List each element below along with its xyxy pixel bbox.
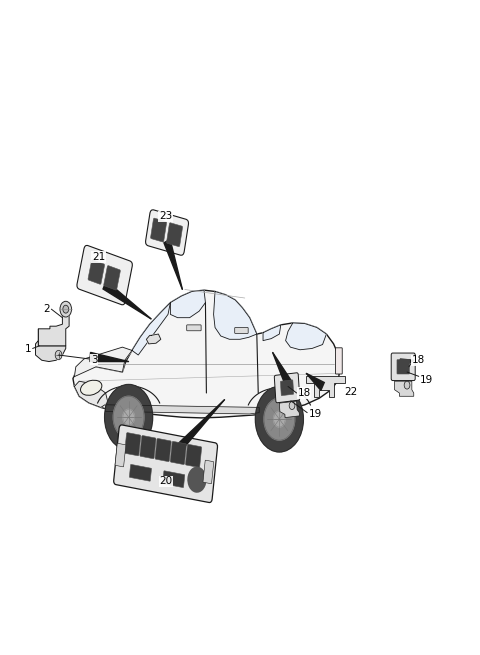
- Polygon shape: [90, 352, 129, 362]
- FancyBboxPatch shape: [185, 444, 202, 468]
- Polygon shape: [36, 329, 66, 362]
- Circle shape: [264, 398, 295, 440]
- Text: 3: 3: [91, 354, 97, 365]
- Text: 1: 1: [24, 344, 31, 354]
- FancyBboxPatch shape: [125, 432, 141, 456]
- Polygon shape: [170, 290, 205, 318]
- FancyBboxPatch shape: [336, 348, 342, 374]
- FancyBboxPatch shape: [145, 210, 189, 255]
- Polygon shape: [263, 325, 281, 341]
- Circle shape: [55, 350, 62, 360]
- Circle shape: [63, 305, 69, 313]
- FancyBboxPatch shape: [77, 246, 132, 305]
- FancyBboxPatch shape: [140, 436, 156, 458]
- FancyBboxPatch shape: [167, 223, 182, 247]
- Polygon shape: [273, 352, 291, 385]
- Polygon shape: [306, 376, 345, 397]
- FancyBboxPatch shape: [155, 438, 171, 462]
- FancyBboxPatch shape: [397, 360, 409, 374]
- Circle shape: [60, 301, 72, 317]
- Text: 23: 23: [159, 212, 172, 221]
- Polygon shape: [132, 303, 170, 355]
- Circle shape: [113, 396, 144, 438]
- Text: 18: 18: [411, 355, 425, 365]
- FancyBboxPatch shape: [187, 325, 201, 331]
- FancyBboxPatch shape: [130, 464, 152, 481]
- Polygon shape: [74, 381, 108, 407]
- FancyBboxPatch shape: [163, 471, 185, 487]
- FancyBboxPatch shape: [203, 460, 214, 483]
- Polygon shape: [306, 373, 324, 390]
- FancyBboxPatch shape: [170, 441, 186, 464]
- Text: 2: 2: [43, 303, 50, 314]
- FancyBboxPatch shape: [88, 260, 105, 284]
- Ellipse shape: [81, 380, 102, 396]
- FancyBboxPatch shape: [151, 218, 167, 242]
- Circle shape: [255, 386, 303, 452]
- Text: 21: 21: [92, 252, 105, 262]
- Polygon shape: [106, 405, 259, 414]
- Polygon shape: [164, 239, 182, 290]
- Text: 18: 18: [298, 388, 311, 398]
- Text: 19: 19: [309, 409, 322, 419]
- Polygon shape: [74, 347, 132, 377]
- Polygon shape: [146, 334, 161, 344]
- Polygon shape: [38, 314, 69, 346]
- Circle shape: [289, 402, 295, 409]
- Polygon shape: [286, 323, 326, 350]
- Polygon shape: [214, 291, 257, 339]
- FancyBboxPatch shape: [114, 425, 217, 502]
- Polygon shape: [400, 359, 414, 368]
- Polygon shape: [395, 381, 414, 396]
- Polygon shape: [279, 401, 300, 418]
- Polygon shape: [173, 400, 225, 456]
- Text: 22: 22: [345, 386, 358, 397]
- Polygon shape: [73, 290, 340, 418]
- FancyBboxPatch shape: [280, 380, 294, 396]
- FancyBboxPatch shape: [104, 265, 120, 290]
- FancyBboxPatch shape: [391, 353, 415, 381]
- FancyBboxPatch shape: [115, 443, 126, 467]
- Circle shape: [123, 409, 134, 425]
- Polygon shape: [103, 281, 151, 319]
- Text: 19: 19: [420, 375, 433, 385]
- FancyBboxPatch shape: [275, 373, 300, 403]
- Circle shape: [274, 411, 285, 427]
- Circle shape: [105, 384, 153, 450]
- Circle shape: [191, 472, 203, 487]
- FancyBboxPatch shape: [235, 328, 248, 333]
- Circle shape: [404, 381, 410, 389]
- Circle shape: [187, 466, 206, 493]
- Text: 20: 20: [159, 476, 172, 486]
